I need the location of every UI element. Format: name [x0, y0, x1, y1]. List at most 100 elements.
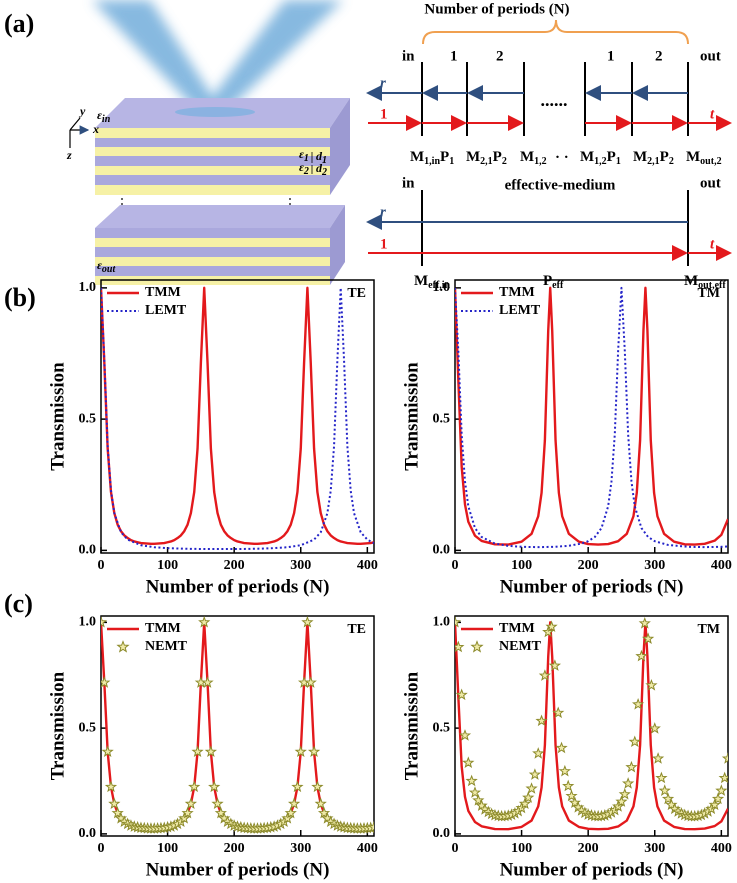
star-marker [184, 797, 198, 810]
dots: ...... [541, 90, 568, 110]
legend-marker [470, 640, 484, 653]
star-marker [465, 774, 478, 787]
star-marker [284, 806, 297, 819]
star-marker [518, 797, 532, 810]
symbol: P [543, 273, 552, 289]
star-marker [615, 795, 628, 807]
y-axis-label: Transmission [401, 362, 422, 471]
star-marker [468, 786, 482, 798]
star-marker [721, 752, 728, 764]
plot-area [101, 286, 374, 551]
panel-label: (b) [4, 283, 36, 312]
star-marker [472, 794, 485, 806]
star-marker [291, 780, 304, 793]
subscript: 1 [449, 156, 454, 167]
star-marker [458, 729, 472, 741]
star-marker [307, 745, 321, 758]
in-label: in [402, 175, 415, 191]
legend-label: TMM [145, 285, 181, 300]
star-marker [314, 797, 327, 810]
y-tick-label: 0.5 [79, 411, 97, 426]
star-marker [522, 791, 535, 803]
star-marker [645, 678, 658, 691]
epsilon-in: εin [97, 108, 111, 126]
star-marker [455, 688, 468, 701]
x-tick-label: 400 [711, 558, 732, 573]
panel-annotation: TE [347, 286, 366, 301]
x-tick-label: 0 [452, 558, 459, 573]
subscript: in [102, 114, 111, 125]
star-marker [545, 620, 558, 632]
y-tick-label: 0.5 [433, 720, 451, 735]
x-tick-label: 200 [578, 558, 599, 573]
legend-label: NEMT [499, 639, 542, 654]
period-index: 2 [655, 48, 663, 64]
symbol: M [684, 273, 698, 289]
y-tick-label: 1.0 [79, 615, 97, 630]
subscript: 2 [502, 156, 507, 167]
panel-annotation: TM [697, 286, 720, 301]
legend-label: LEMT [499, 303, 541, 318]
star-marker [658, 784, 671, 796]
y-tick-label: 1.0 [79, 280, 97, 295]
star-marker [625, 760, 638, 773]
y-tick-label: 0.0 [433, 543, 451, 558]
y-axis-label: Transmission [47, 362, 68, 471]
series-line [101, 286, 374, 546]
series-line [455, 621, 728, 831]
y-axis-label: Transmission [401, 671, 422, 780]
y-tick-label: 0.0 [79, 543, 97, 558]
star-marker [455, 640, 465, 653]
x-tick-label: 100 [511, 558, 532, 573]
x-tick-label: 100 [511, 841, 532, 856]
x-tick-label: 400 [711, 841, 732, 856]
propagation-label: Peff [543, 273, 564, 291]
interface-label: M1,inP1 [410, 149, 454, 167]
star-marker [711, 792, 725, 805]
in-label: in [402, 48, 415, 64]
star-marker [718, 771, 728, 784]
axis-x: x [92, 122, 99, 136]
star-marker [101, 616, 108, 628]
x-tick-label: 400 [357, 841, 378, 856]
plot-frame [100, 279, 375, 554]
interface-label: Mout,eff [684, 273, 726, 291]
star-marker [111, 806, 124, 819]
periods-title: Number of periods (N) [424, 1, 569, 17]
symbol: M [520, 149, 534, 165]
interface-label: M2,1P2 [633, 149, 674, 167]
symbol: ε [97, 108, 102, 122]
star-marker [104, 780, 118, 793]
star-marker [317, 806, 331, 819]
subscript: 1 [616, 156, 621, 167]
interface-label: M1,2 [520, 149, 547, 167]
panel-annotation: TE [347, 622, 366, 637]
star-marker [708, 798, 721, 811]
x-tick-label: 0 [98, 841, 105, 856]
y-tick-label: 1.0 [433, 280, 451, 295]
star-marker [201, 676, 214, 688]
plot-frame [100, 615, 375, 837]
subscript: 2,1 [647, 156, 660, 167]
symbol: M [410, 149, 424, 165]
reflection-label: r [380, 204, 386, 220]
symbol: M [414, 273, 428, 289]
symbol: ε [299, 160, 304, 174]
panel-label: (a) [4, 9, 34, 38]
thickness-1: d1 [316, 149, 327, 167]
x-tick-label: 300 [290, 558, 311, 573]
reflection-label: r [380, 75, 386, 91]
star-marker [565, 789, 578, 802]
star-marker [525, 782, 538, 794]
interface-label: M1,2P1 [580, 149, 621, 167]
out-label: out [700, 48, 721, 64]
stack-illustration [69, 0, 350, 285]
interface-label: Meff,in [414, 273, 451, 291]
star-marker [548, 659, 561, 671]
legend-marker [116, 640, 130, 653]
star-marker [311, 780, 324, 793]
transmission-label: t [710, 236, 715, 252]
plot-area [455, 616, 728, 831]
x-axis-label: Number of periods (N) [500, 859, 684, 880]
x-tick-label: 100 [157, 558, 178, 573]
